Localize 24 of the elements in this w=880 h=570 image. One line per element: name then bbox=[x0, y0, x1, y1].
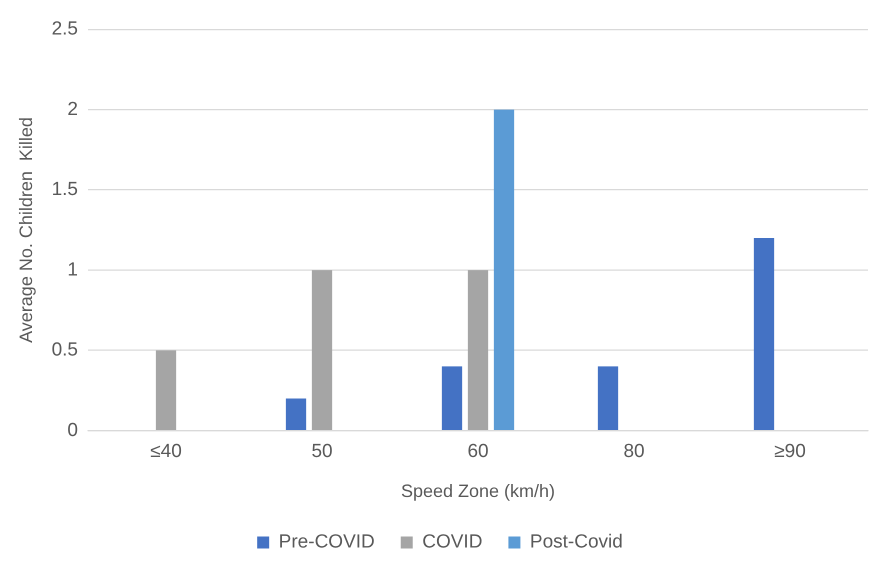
x-tick-label: 60 bbox=[467, 441, 489, 462]
bar bbox=[494, 110, 514, 430]
y-tick-label: 1.5 bbox=[52, 179, 78, 200]
bar bbox=[598, 366, 618, 430]
y-tick-label: 1 bbox=[67, 259, 78, 280]
bar bbox=[286, 398, 306, 430]
x-tick-label: ≤40 bbox=[150, 441, 182, 462]
y-tick-label: 2 bbox=[67, 98, 78, 120]
legend-label: COVID bbox=[422, 532, 482, 553]
bar bbox=[156, 350, 176, 430]
y-axis-title: Average No. Children Killed bbox=[16, 117, 36, 343]
x-tick-label: 50 bbox=[311, 441, 333, 462]
y-tick-label: 2.5 bbox=[52, 18, 78, 40]
x-tick-label: 80 bbox=[623, 441, 645, 462]
x-axis-title: Speed Zone (km/h) bbox=[400, 481, 556, 502]
x-tick-label: ≥90 bbox=[774, 441, 806, 462]
y-tick-label: 0.5 bbox=[52, 340, 78, 361]
bar bbox=[468, 270, 488, 430]
bar bbox=[754, 238, 774, 430]
bar bbox=[312, 270, 332, 430]
legend-label: Pre-COVID bbox=[278, 532, 375, 553]
bar bbox=[442, 366, 462, 430]
legend-label: Post-Covid bbox=[530, 532, 623, 553]
y-tick-label: 0 bbox=[67, 420, 78, 441]
